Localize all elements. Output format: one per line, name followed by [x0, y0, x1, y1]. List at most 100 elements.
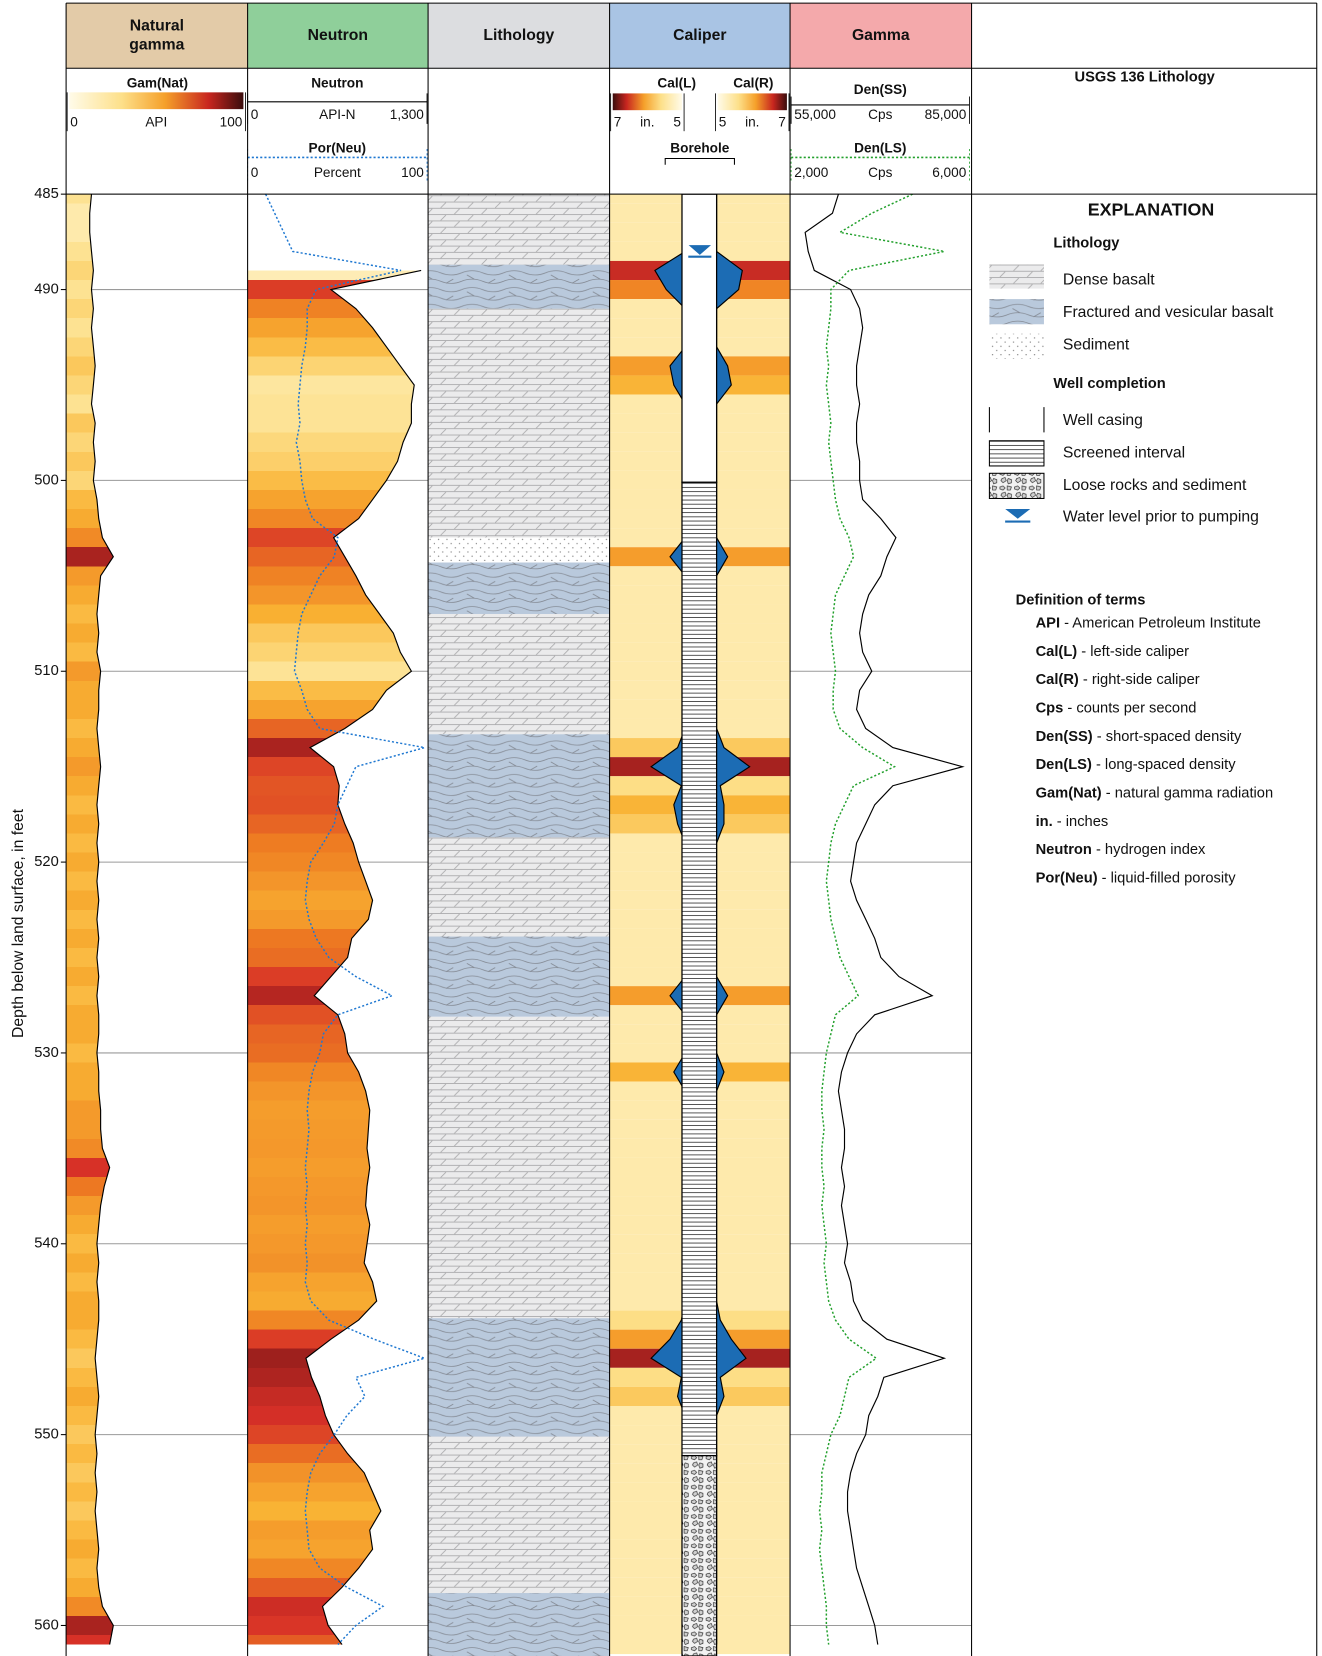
y-tick-label: 530	[34, 1045, 59, 1061]
scale-tick-label: 0	[70, 114, 78, 129]
definition-text: - American Petroleum Institute	[1064, 614, 1261, 631]
scale-tick-label: 100	[220, 114, 243, 129]
definition-text: - hydrogen index	[1096, 841, 1205, 858]
color-scale	[613, 93, 682, 110]
scale-tick-label: 0	[251, 107, 259, 122]
scale-unit: Cps	[868, 107, 892, 122]
legend-heading: Well completion	[1053, 376, 1165, 392]
track-title: Caliper	[610, 3, 790, 68]
definition-text: - natural gamma radiation	[1106, 784, 1273, 801]
legend-swatch	[989, 473, 1044, 498]
scale-unit: in.	[640, 114, 654, 129]
scale-tick-label: 85,000	[925, 107, 967, 122]
curve-name: Cal(R)	[733, 76, 773, 91]
page: {"chart_data":{ "type":"well-log", "ylab…	[0, 0, 1322, 1656]
legend-swatch	[989, 264, 1044, 288]
scale-unit: Percent	[314, 165, 361, 180]
definition-text: - long-spaced density	[1096, 756, 1236, 773]
definitions-heading: Definition of terms	[1016, 590, 1299, 610]
definition: Cps - counts per second	[1036, 698, 1299, 718]
lithology-interval	[428, 562, 610, 614]
lithology-interval	[428, 937, 610, 1017]
definition-term: Cal(R)	[1036, 671, 1079, 688]
definition: in. - inches	[1036, 811, 1299, 831]
y-tick-label: 500	[34, 472, 59, 488]
definitions: Definition of terms API - American Petro…	[1016, 590, 1299, 1031]
curve-name: Den(LS)	[854, 141, 906, 156]
curve-name: Cal(L)	[657, 76, 696, 91]
legend-heading: Lithology	[1053, 235, 1120, 251]
scale-tick-label: 100	[401, 165, 424, 180]
color-scale	[69, 92, 243, 109]
track-title: Natural gamma	[66, 3, 248, 68]
scale-unit: API	[145, 114, 167, 129]
well-log: Depth below land surface, in feet USGS 1…	[0, 0, 1322, 1656]
curve-name: Neutron	[311, 76, 363, 91]
track-title: Lithology	[428, 3, 610, 68]
explanation-title: EXPLANATION	[1088, 200, 1214, 220]
track-header: Neutron	[248, 3, 428, 68]
legend-label: Sediment	[1063, 336, 1130, 353]
definition-text: - short-spaced density	[1097, 727, 1242, 744]
definition-term: Cps	[1036, 699, 1064, 716]
y-tick-label: 485	[34, 186, 59, 202]
scale-tick-label: 7	[614, 114, 622, 129]
scale-unit: API-N	[319, 107, 355, 122]
lithology-interval	[428, 614, 610, 734]
y-axis-label: Depth below land surface, in feet	[10, 808, 27, 1038]
color-scale	[718, 93, 787, 110]
y-tick-label: 550	[34, 1426, 59, 1442]
curve-name: Gam(Nat)	[127, 76, 188, 91]
lithology-interval	[428, 1318, 610, 1436]
lithology-interval	[428, 194, 610, 265]
scale-tick-label: 5	[719, 114, 727, 129]
definitions-list: Definition of terms API - American Petro…	[1016, 590, 1299, 888]
legend-label: Well casing	[1063, 412, 1143, 429]
y-tick-label: 560	[34, 1617, 59, 1633]
legend-label: Fractured and vesicular basalt	[1063, 304, 1274, 321]
completion-interval	[682, 194, 717, 482]
legend-swatch	[989, 299, 1044, 324]
scale-tick-label: 2,000	[794, 165, 829, 180]
definition: API - American Petroleum Institute	[1036, 613, 1299, 633]
track-title: Neutron	[248, 3, 428, 68]
lithology-interval	[428, 265, 610, 309]
scale-unit: Cps	[868, 165, 892, 180]
lithology-interval	[428, 837, 610, 936]
definition-term: API	[1036, 614, 1060, 631]
completion-interval	[682, 482, 717, 1455]
definition-text: - liquid-filled porosity	[1102, 869, 1236, 886]
definition: Cal(L) - left-side caliper	[1036, 641, 1299, 661]
definition-term: Den(LS)	[1036, 756, 1092, 773]
scale-tick-label: 0	[251, 165, 259, 180]
definition-term: Cal(L)	[1036, 642, 1078, 659]
lithology-interval	[428, 734, 610, 837]
definition: Cal(R) - right-side caliper	[1036, 670, 1299, 690]
definition-term: in.	[1036, 812, 1053, 829]
y-tick-label: 490	[34, 281, 59, 297]
curve-name: Den(SS)	[854, 82, 907, 97]
definition-text: - right-side caliper	[1083, 671, 1200, 688]
legend-title: USGS 136 Lithology	[1075, 70, 1216, 86]
definition-term: Gam(Nat)	[1036, 784, 1102, 801]
legend-swatch	[989, 441, 1044, 466]
lithology-interval	[428, 1017, 610, 1319]
track-header: Natural gamma	[66, 3, 248, 68]
lithology-interval	[428, 1437, 610, 1593]
borehole-label: Borehole	[670, 141, 729, 156]
lithology-interval	[428, 1593, 610, 1656]
legend-label: Water level prior to pumping	[1063, 509, 1259, 526]
definition-text: - inches	[1057, 812, 1108, 829]
legend-label: Dense basalt	[1063, 271, 1155, 288]
scale-tick-label: 1,300	[390, 107, 425, 122]
definition: Gam(Nat) - natural gamma radiation	[1036, 783, 1299, 803]
track-header: Gamma	[790, 3, 972, 68]
definition-text: - left-side caliper	[1081, 642, 1189, 659]
track-header: Lithology	[428, 3, 610, 68]
scale-unit: in.	[745, 114, 759, 129]
y-tick-label: 540	[34, 1236, 59, 1252]
scale-tick-label: 6,000	[932, 165, 967, 180]
definition-term: Den(SS)	[1036, 727, 1093, 744]
scale-tick-label: 7	[778, 114, 786, 129]
y-tick-label: 520	[34, 854, 59, 870]
